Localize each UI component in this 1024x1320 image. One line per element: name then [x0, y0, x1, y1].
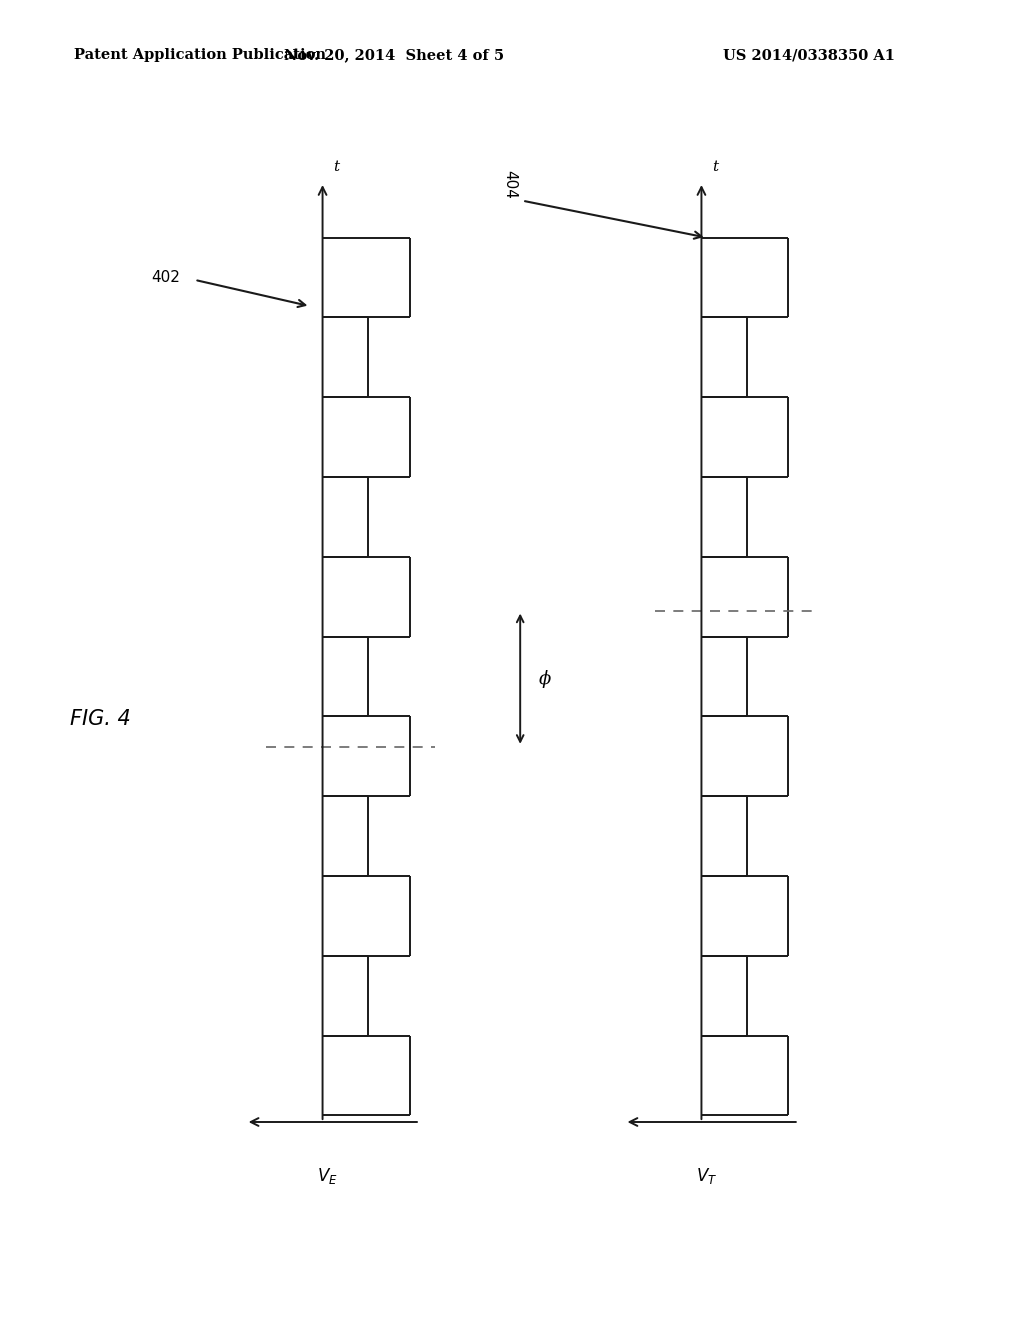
- Text: Nov. 20, 2014  Sheet 4 of 5: Nov. 20, 2014 Sheet 4 of 5: [285, 49, 504, 62]
- Text: t: t: [712, 160, 718, 174]
- Text: t: t: [333, 160, 339, 174]
- Text: FIG. 4: FIG. 4: [70, 709, 130, 730]
- Text: Patent Application Publication: Patent Application Publication: [74, 49, 326, 62]
- Text: 402: 402: [152, 269, 180, 285]
- Text: $V_E$: $V_E$: [317, 1166, 338, 1185]
- Text: 404: 404: [502, 170, 517, 199]
- Text: US 2014/0338350 A1: US 2014/0338350 A1: [723, 49, 895, 62]
- Text: $V_T$: $V_T$: [696, 1166, 717, 1185]
- Text: ϕ: ϕ: [539, 669, 551, 688]
